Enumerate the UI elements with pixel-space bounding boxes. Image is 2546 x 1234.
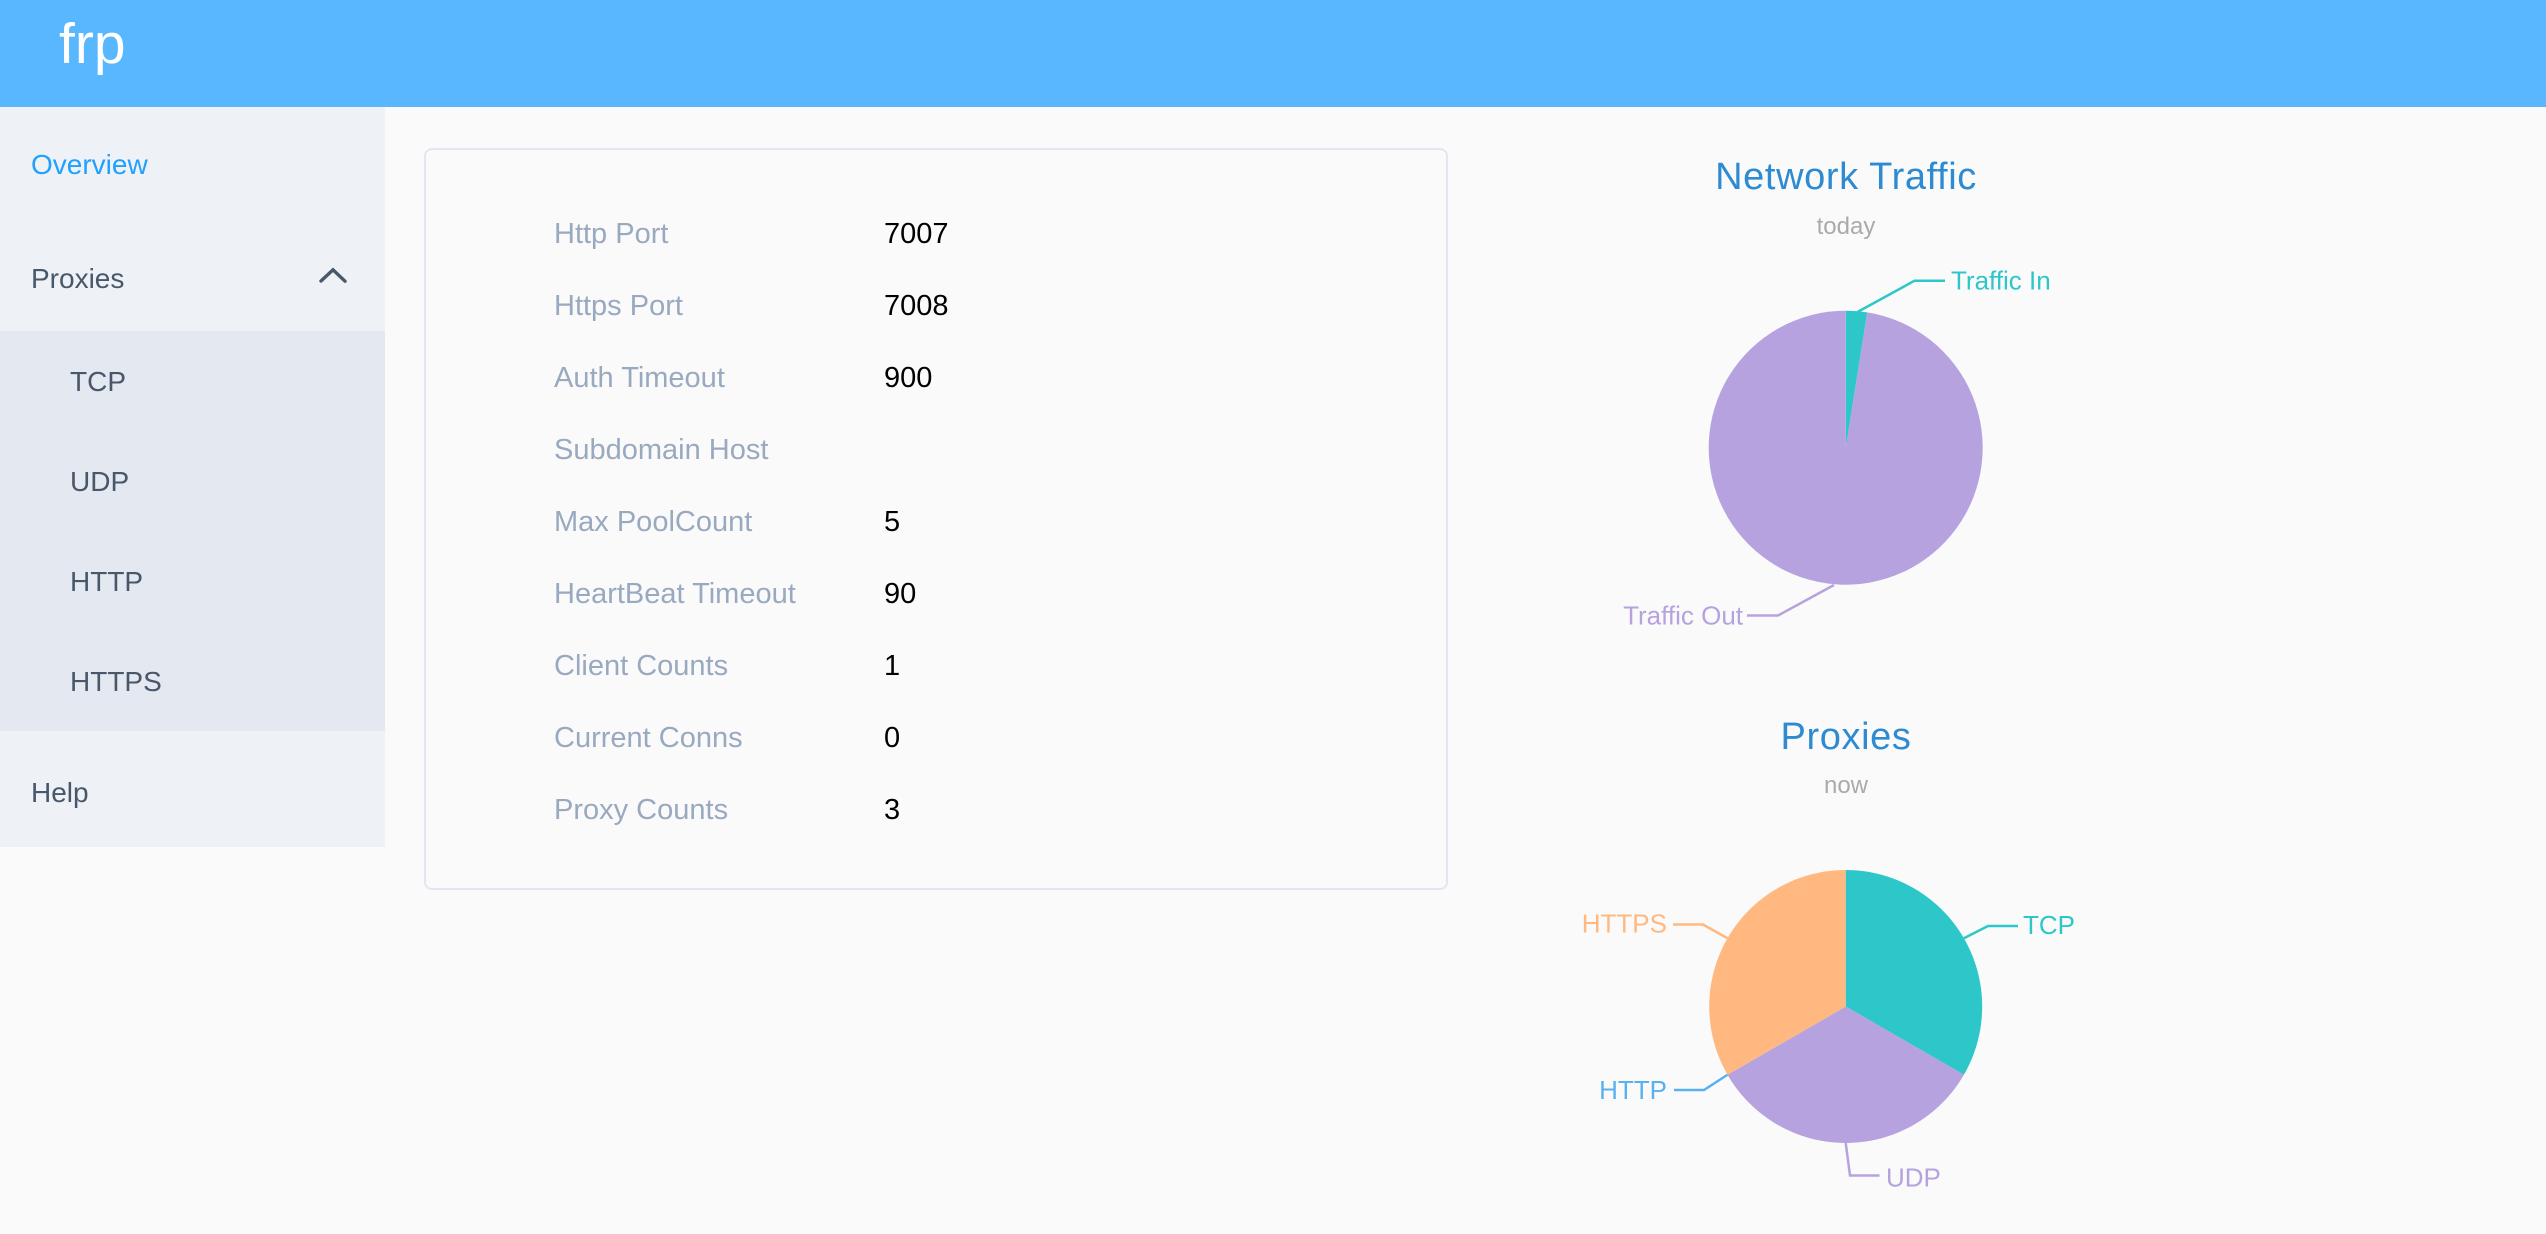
svg-text:TCP: TCP — [2023, 910, 2075, 940]
svg-text:today: today — [1817, 213, 1876, 240]
svg-text:Traffic Out: Traffic Out — [1623, 601, 1744, 631]
svg-text:HTTPS: HTTPS — [1582, 909, 1667, 939]
svg-text:HTTP: HTTP — [1599, 1075, 1667, 1105]
svg-text:Network Traffic: Network Traffic — [1715, 156, 1977, 198]
svg-text:now: now — [1824, 772, 1869, 799]
svg-text:UDP: UDP — [1886, 1163, 1941, 1193]
svg-text:Traffic In: Traffic In — [1951, 266, 2051, 296]
svg-text:Proxies: Proxies — [1781, 716, 1912, 758]
